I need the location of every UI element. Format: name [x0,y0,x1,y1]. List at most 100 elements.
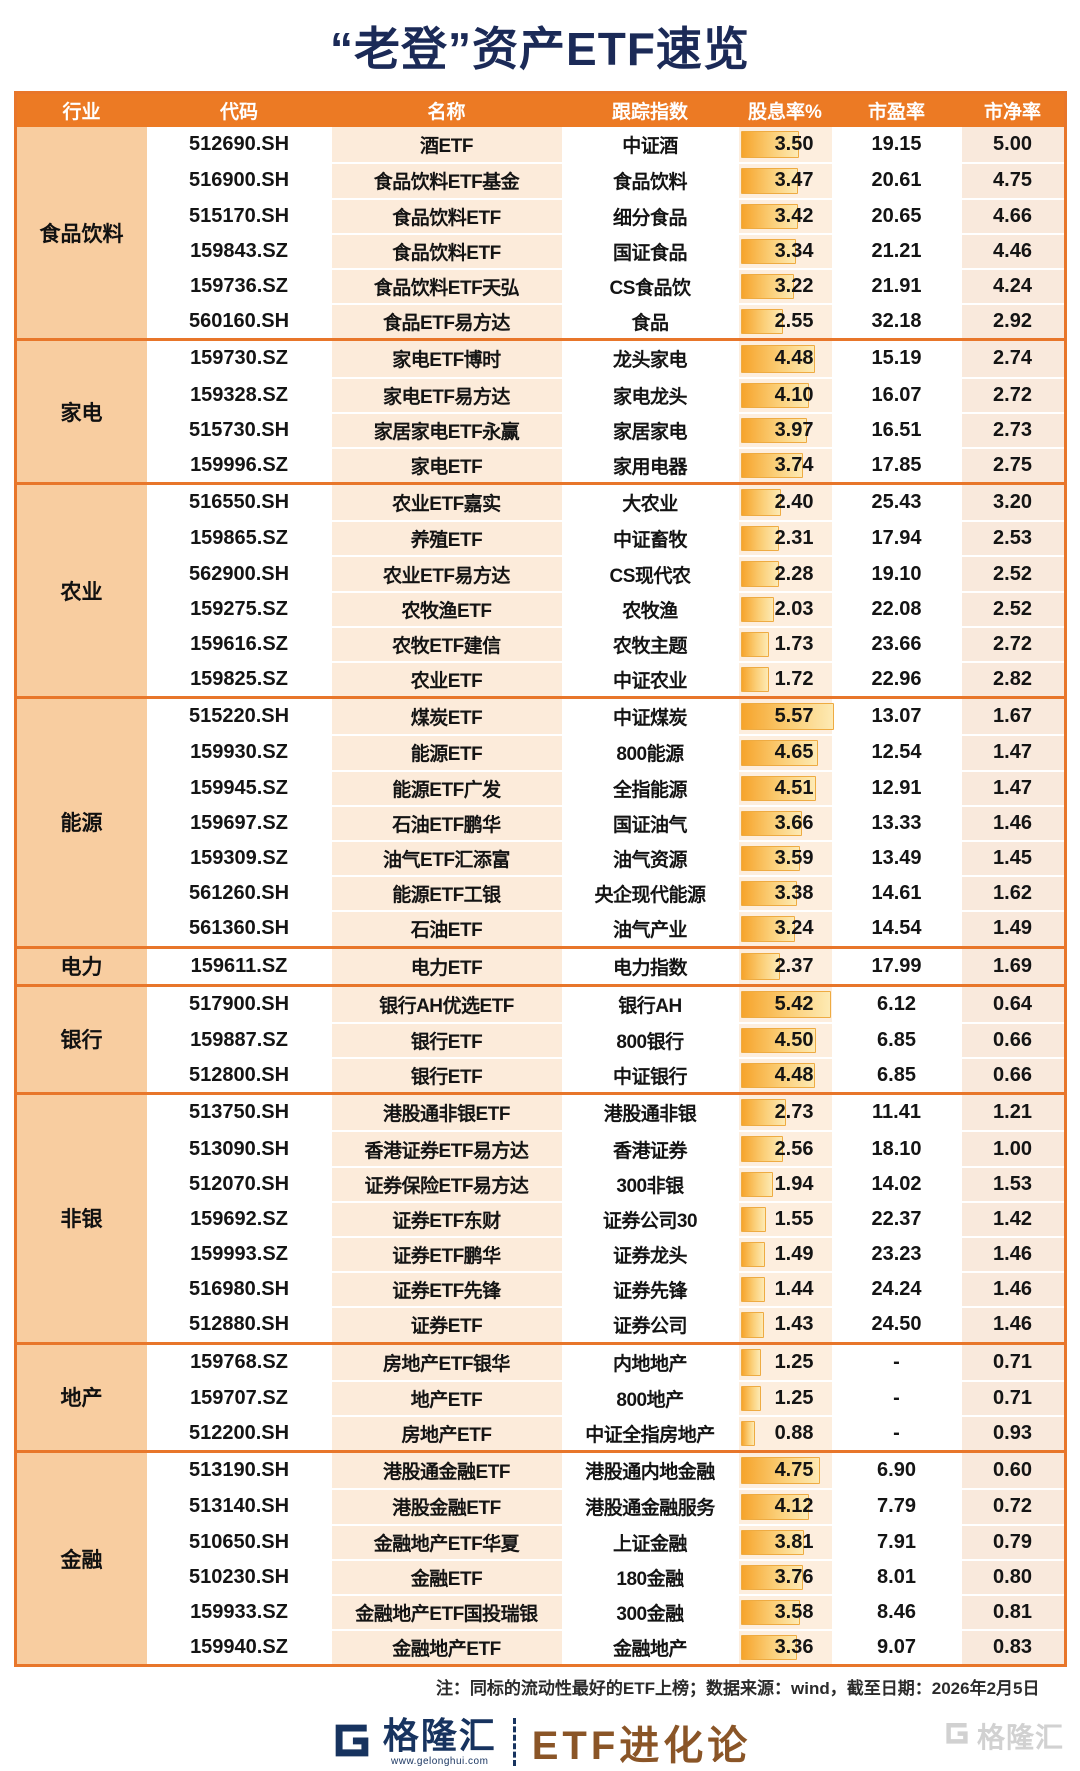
dividend-yield-cell: 2.56 [738,1130,832,1166]
dividend-yield-cell: 3.76 [738,1558,832,1594]
dividend-yield-cell: 0.88 [738,1414,832,1451]
pe-cell: 22.08 [831,590,962,626]
code-cell: 159993.SZ [146,1236,332,1272]
dividend-yield-cell: 3.24 [738,910,832,946]
pb-cell: 0.83 [961,1629,1064,1665]
code-cell: 159996.SZ [146,446,332,483]
code-cell: 159616.SZ [146,625,332,661]
industry-label: 地产 [16,1344,147,1451]
pb-cell: 0.71 [961,1344,1064,1380]
dividend-yield-cell: 1.72 [738,661,832,697]
industry-group: 非银 513750.SH 港股通非银ETF 港股通非银 2.73 11.41 1.21 513… [16,1092,1064,1342]
pe-cell: 15.19 [831,341,962,377]
pb-cell: 1.21 [961,1095,1064,1131]
index-cell: 中证农业 [561,661,739,697]
dividend-yield-cell: 1.44 [738,1271,832,1307]
index-cell: 中证畜牧 [561,520,739,556]
pe-cell: 22.37 [831,1200,962,1236]
index-cell: 中证煤炭 [561,699,739,735]
code-cell: 159945.SZ [146,769,332,805]
industry-label: 家电 [16,341,147,483]
index-cell: 金融地产 [561,1629,739,1665]
pb-cell: 4.24 [961,267,1064,304]
pb-cell: 4.75 [961,162,1064,198]
pe-cell: 17.85 [831,446,962,483]
pe-cell: 6.85 [831,1021,962,1058]
name-cell: 食品饮料ETF天弘 [331,267,562,304]
name-cell: 地产ETF [331,1379,562,1415]
yield-value: 3.36 [774,1636,814,1659]
yield-bar [740,1385,762,1411]
code-cell: 562900.SH [146,555,332,591]
pb-cell: 2.52 [961,555,1064,591]
pe-cell: 6.90 [831,1453,962,1489]
index-cell: 香港证券 [561,1130,739,1166]
name-cell: 港股通非银ETF [331,1095,562,1131]
yield-bar [740,881,797,907]
code-cell: 512880.SH [146,1306,332,1342]
index-cell: 800地产 [561,1379,739,1415]
pe-cell: 24.50 [831,1306,962,1342]
industry-label: 金融 [16,1453,147,1665]
index-cell: 食品 [561,303,739,339]
pe-cell: 20.65 [831,197,962,233]
yield-value: 2.40 [774,491,814,514]
pb-cell: 0.71 [961,1379,1064,1415]
industry-label: 非银 [16,1095,147,1342]
pb-cell: 1.45 [961,839,1064,876]
pb-cell: 1.46 [961,1306,1064,1342]
name-cell: 金融地产ETF华夏 [331,1523,562,1559]
pe-cell: - [831,1414,962,1451]
index-cell: 300金融 [561,1593,739,1630]
industry-group: 能源 515220.SH 煤炭ETF 中证煤炭 5.57 13.07 1.67 159930.… [16,696,1064,946]
code-cell: 517900.SH [146,986,332,1022]
yield-bar [740,1348,762,1376]
pb-cell: 1.62 [961,875,1064,911]
index-cell: 证券公司30 [561,1200,739,1236]
dividend-yield-cell: 3.58 [738,1593,832,1630]
index-cell: 家居家电 [561,411,739,447]
yield-value: 4.48 [774,1064,814,1087]
pe-cell: 17.99 [831,948,962,984]
pe-cell: 16.51 [831,411,962,447]
pe-cell: 11.41 [831,1095,962,1131]
index-cell: 800银行 [561,1021,739,1058]
name-cell: 家电ETF易方达 [331,376,562,412]
name-cell: 家居家电ETF永赢 [331,411,562,447]
name-cell: 证券保险ETF易方达 [331,1165,562,1201]
yield-bar [740,845,801,872]
yield-bar [740,1242,766,1268]
yield-value: 3.42 [774,204,814,227]
pe-cell: - [831,1344,962,1380]
yield-value: 1.94 [774,1172,814,1195]
name-cell: 房地产ETF银华 [331,1344,562,1380]
brand-url: www.gelonghui.com [391,1755,489,1767]
pe-cell: 13.49 [831,839,962,876]
yield-bar [740,810,802,836]
header-name: 名称 [427,102,466,124]
industry-label: 农业 [16,485,147,697]
index-cell: CS现代农 [561,555,739,591]
pb-cell: 2.74 [961,341,1064,377]
yield-value: 4.51 [774,776,814,799]
index-cell: 证券公司 [561,1306,739,1342]
pb-cell: 1.53 [961,1165,1064,1201]
pe-cell: 6.12 [831,986,962,1022]
pb-cell: 0.79 [961,1523,1064,1559]
pe-cell: 14.61 [831,875,962,911]
pb-cell: 1.67 [961,699,1064,735]
index-cell: 中证银行 [561,1057,739,1093]
dividend-yield-cell: 4.65 [738,734,832,770]
dividend-yield-cell: 5.57 [738,699,834,735]
code-cell: 159865.SZ [146,520,332,556]
code-cell: 159940.SZ [146,1629,332,1665]
pe-cell: 25.43 [831,485,962,521]
index-cell: 中证全指房地产 [561,1414,739,1451]
pb-cell: 1.00 [961,1130,1064,1166]
index-cell: 国证油气 [561,804,739,840]
yield-value: 3.47 [774,169,814,192]
header-pb: 市净率 [983,102,1041,124]
name-cell: 证券ETF [331,1306,562,1342]
dividend-yield-cell: 1.25 [738,1379,832,1415]
yield-bar [740,1063,816,1089]
